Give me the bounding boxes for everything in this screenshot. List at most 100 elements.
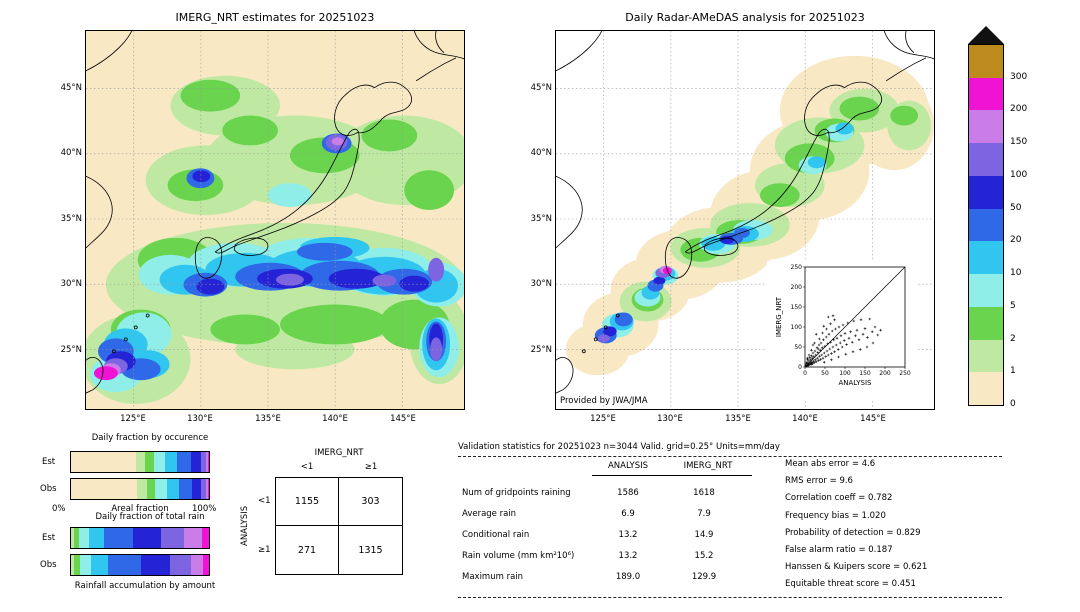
bar-segment-green — [145, 452, 154, 472]
metric-line: False alarm ratio = 0.187 — [785, 544, 893, 555]
lon-tick-label: 145°E — [860, 414, 886, 424]
lon-tick-label: 135°E — [255, 414, 281, 424]
bar-segment-orchid — [190, 555, 204, 575]
colorbar-segment — [969, 208, 1003, 242]
svg-text:50: 50 — [794, 344, 802, 351]
lat-tick-label: 35°N — [530, 214, 552, 224]
bar-segment-pale_green — [135, 452, 146, 472]
contingency-cell: 271 — [276, 526, 339, 574]
bar-segment-light_cyan — [79, 528, 89, 548]
left-map-title: IMERG_NRT estimates for 20251023 — [175, 11, 375, 24]
colorbar-ticklabels: 300 200 150 100 50 20 10 5 2 1 0 — [1010, 44, 1040, 409]
total-obs-bar — [70, 554, 210, 576]
svg-text:150: 150 — [791, 304, 803, 311]
bar-segment-cream — [71, 479, 138, 499]
bar-segment-magenta — [202, 528, 209, 548]
contingency-cell-hit-miss: 1155 — [276, 478, 339, 526]
inset-xlabel: ANALYSIS — [838, 379, 872, 387]
bar-segment-dark_blue — [141, 555, 171, 575]
bar-segment-orchid — [205, 479, 208, 499]
svg-text:250: 250 — [899, 370, 911, 377]
colorbar-over-triangle — [968, 26, 1004, 44]
contingency-cell: 1315 — [358, 544, 383, 556]
lon-tick-label: 145°E — [390, 414, 416, 424]
radar-amedas-map — [555, 30, 935, 410]
total-est-bar — [70, 527, 210, 549]
contingency-row-title: ANALYSIS — [240, 505, 250, 547]
bar-segment-blue — [104, 528, 134, 548]
stats-row: Conditional rain 13.2 14.9 — [462, 529, 714, 540]
imerg-map — [85, 30, 465, 410]
lat-tick-label: 25°N — [60, 345, 82, 355]
bar-segment-cyan — [88, 528, 105, 548]
svg-text:150: 150 — [859, 370, 871, 377]
colorbar-tick-label: 5 — [1010, 300, 1016, 311]
colorbar-segment — [969, 175, 1003, 209]
stats-divider-bottom — [458, 597, 1002, 598]
bar-segment-purple — [170, 555, 191, 575]
stats-divider-top — [458, 456, 1002, 457]
contingency-table: 1155 303 271 1315 — [275, 477, 403, 575]
bar-segment-magenta — [203, 555, 209, 575]
contingency-col-header-ge1: ≥1 — [364, 462, 378, 472]
colorbar-tick-label: 100 — [1010, 169, 1028, 180]
metric-line: RMS error = 9.6 — [785, 476, 853, 487]
lat-tick-label: 40°N — [530, 148, 552, 158]
metric-line: Probability of detection = 0.829 — [785, 527, 921, 538]
svg-text:0: 0 — [803, 370, 807, 377]
colorbar-tick-label: 150 — [1010, 137, 1028, 148]
lon-tick-label: 140°E — [322, 414, 348, 424]
lat-tick-label: 30°N — [60, 279, 82, 289]
bar-segment-cyan — [166, 479, 180, 499]
bar-segment-purple — [160, 528, 185, 548]
lat-tick-label: 45°N — [530, 83, 552, 93]
bar-segment-dark_blue — [191, 452, 201, 472]
colorbar-segment — [969, 45, 1003, 78]
bar-segment-blue — [177, 452, 192, 472]
bar-segment-pale_green — [137, 479, 147, 499]
bar-segment-dark_blue — [192, 479, 202, 499]
lat-tick-label: 40°N — [60, 148, 82, 158]
colorbar-tick-label: 200 — [1010, 104, 1028, 115]
metric-line: Equitable threat score = 0.451 — [785, 579, 916, 590]
bar-segment-cyan — [90, 555, 108, 575]
stats-row: Maximum rain 189.0 129.9 — [462, 571, 717, 582]
stats-row: Num of gridpoints raining 1586 1618 — [462, 487, 715, 498]
bar-segment-pale_green — [71, 555, 74, 575]
total-rain-title: Daily fraction of total rain — [95, 512, 205, 522]
svg-text:100: 100 — [839, 370, 851, 377]
data-credit: Provided by JWA/JMA — [560, 396, 648, 406]
colorbar-tick-label: 1 — [1010, 366, 1016, 377]
lat-tick-label: 45°N — [60, 83, 82, 93]
imerg-precip-field — [86, 31, 464, 409]
bar-segment-dark_blue — [133, 528, 161, 548]
svg-text:250: 250 — [791, 264, 803, 271]
contingency-col-header-lt1: <1 — [300, 462, 314, 472]
bar-segment-green — [146, 479, 156, 499]
inset-points — [804, 314, 882, 368]
bar-segment-blue — [179, 479, 193, 499]
areal-fraction-label: Areal fraction — [111, 504, 169, 514]
colorbar-tick-label: 10 — [1010, 268, 1022, 279]
bar-segment-cyan — [165, 452, 178, 472]
scatter-inset: 0 50 100 150 200 250 0 50 100 150 200 25… — [767, 261, 917, 401]
stats-rows: Num of gridpoints raining 1586 1618 Average… — [462, 482, 762, 587]
metric-line: Hanssen & Kuipers score = 0.621 — [785, 562, 928, 573]
bar-segment-purple — [200, 452, 206, 472]
lat-tick-label: 35°N — [60, 214, 82, 224]
stats-col-imerg: IMERG_NRT — [683, 461, 733, 471]
colorbar-tick-label: 2 — [1010, 333, 1016, 344]
occurrence-obs-label: Obs — [40, 484, 57, 494]
svg-text:50: 50 — [821, 370, 829, 377]
bar-segment-orchid — [205, 452, 208, 472]
inset-ylabel: IMERG_NRT — [775, 296, 783, 337]
identity-line — [804, 266, 906, 368]
bar-segment-cream — [71, 452, 136, 472]
colorbar-tick-label: 300 — [1010, 71, 1028, 82]
inset-x-ticks: 0 50 100 150 200 250 — [803, 370, 911, 377]
colorbar-segment — [969, 306, 1003, 340]
occurrence-title: Daily fraction by occurence — [91, 433, 209, 443]
contingency-row-header-ge1: ≥1 — [258, 545, 271, 555]
metric-line: Mean abs error = 4.6 — [785, 459, 876, 469]
bar-segment-light_cyan — [79, 555, 91, 575]
